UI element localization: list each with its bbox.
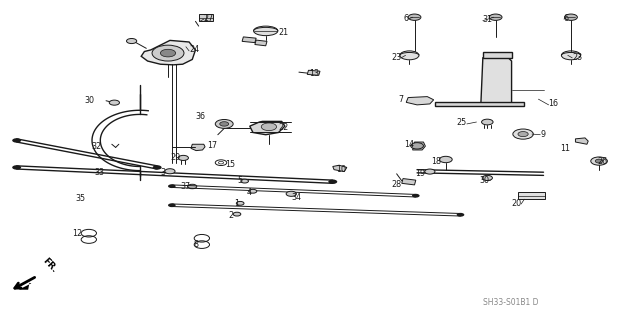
Text: 23: 23	[572, 53, 582, 62]
Circle shape	[249, 189, 257, 193]
Text: 20: 20	[511, 199, 521, 208]
Circle shape	[457, 213, 465, 217]
Bar	[518, 192, 545, 199]
Circle shape	[425, 169, 435, 174]
Text: 12: 12	[72, 229, 82, 238]
Circle shape	[161, 49, 175, 57]
Circle shape	[153, 165, 162, 170]
Text: 13: 13	[309, 69, 319, 78]
Text: 5: 5	[237, 176, 242, 185]
Text: FR.: FR.	[40, 256, 58, 274]
Circle shape	[408, 14, 421, 20]
Circle shape	[168, 184, 175, 188]
Polygon shape	[333, 165, 347, 172]
Ellipse shape	[253, 26, 278, 36]
FancyBboxPatch shape	[198, 14, 212, 21]
Text: 31: 31	[483, 15, 493, 24]
Circle shape	[518, 131, 528, 137]
Polygon shape	[242, 37, 256, 43]
Polygon shape	[250, 122, 285, 135]
Text: 14: 14	[404, 140, 415, 149]
Ellipse shape	[400, 51, 419, 60]
Polygon shape	[402, 179, 416, 185]
Circle shape	[440, 156, 452, 163]
Circle shape	[411, 143, 424, 149]
Circle shape	[168, 203, 175, 207]
Polygon shape	[413, 142, 426, 150]
Text: 8: 8	[194, 240, 198, 249]
Circle shape	[12, 138, 21, 143]
Text: 2: 2	[228, 211, 234, 219]
Ellipse shape	[561, 51, 580, 60]
Circle shape	[220, 122, 228, 126]
Circle shape	[286, 191, 296, 196]
Circle shape	[12, 165, 21, 170]
Polygon shape	[141, 41, 195, 65]
Text: 29: 29	[170, 153, 180, 162]
Text: 36: 36	[195, 112, 205, 121]
Circle shape	[481, 119, 493, 125]
Text: 23: 23	[391, 53, 401, 62]
Circle shape	[233, 212, 241, 216]
Circle shape	[236, 201, 244, 205]
Circle shape	[591, 157, 607, 165]
Text: 7: 7	[398, 95, 403, 104]
Text: 4: 4	[246, 188, 252, 197]
Text: 25: 25	[456, 118, 467, 128]
Circle shape	[564, 14, 577, 20]
Text: 1: 1	[234, 199, 239, 208]
Text: 37: 37	[181, 182, 191, 191]
Text: 3: 3	[161, 168, 166, 177]
Text: 33: 33	[95, 168, 105, 177]
Text: 10: 10	[336, 165, 346, 174]
Text: 30: 30	[479, 176, 489, 185]
Circle shape	[489, 14, 502, 20]
Text: 17: 17	[207, 141, 217, 150]
Text: 27: 27	[204, 14, 214, 23]
Text: 6: 6	[564, 14, 569, 23]
Circle shape	[109, 100, 120, 105]
Circle shape	[178, 155, 188, 160]
Text: 11: 11	[561, 144, 570, 153]
Circle shape	[328, 180, 337, 184]
Polygon shape	[575, 138, 588, 144]
Text: 21: 21	[278, 28, 289, 37]
Text: 16: 16	[548, 100, 559, 108]
Polygon shape	[307, 70, 320, 75]
Text: 35: 35	[76, 194, 86, 203]
Circle shape	[513, 129, 533, 139]
Circle shape	[152, 45, 184, 61]
Circle shape	[261, 123, 276, 130]
Text: 30: 30	[84, 96, 95, 105]
Text: 26: 26	[598, 157, 608, 166]
Text: 28: 28	[392, 181, 402, 189]
Text: SH33-S01B1 D: SH33-S01B1 D	[483, 298, 538, 307]
Text: 18: 18	[431, 157, 442, 166]
Text: 19: 19	[415, 169, 426, 178]
Polygon shape	[435, 102, 524, 106]
Circle shape	[188, 184, 196, 189]
Circle shape	[215, 120, 233, 128]
Circle shape	[165, 169, 175, 174]
Polygon shape	[406, 97, 434, 105]
Text: 24: 24	[189, 45, 199, 55]
Circle shape	[127, 39, 137, 44]
Polygon shape	[19, 283, 31, 290]
Polygon shape	[483, 51, 511, 58]
Circle shape	[595, 159, 603, 163]
Text: 6: 6	[403, 14, 408, 23]
Text: 34: 34	[291, 193, 301, 202]
Polygon shape	[481, 58, 511, 106]
Circle shape	[412, 194, 420, 197]
Text: 15: 15	[225, 160, 236, 169]
Text: 22: 22	[278, 123, 289, 132]
Circle shape	[241, 179, 248, 183]
Polygon shape	[191, 144, 205, 151]
Text: 9: 9	[540, 130, 545, 138]
Circle shape	[482, 175, 492, 181]
Polygon shape	[255, 40, 267, 46]
Text: 32: 32	[92, 142, 102, 151]
